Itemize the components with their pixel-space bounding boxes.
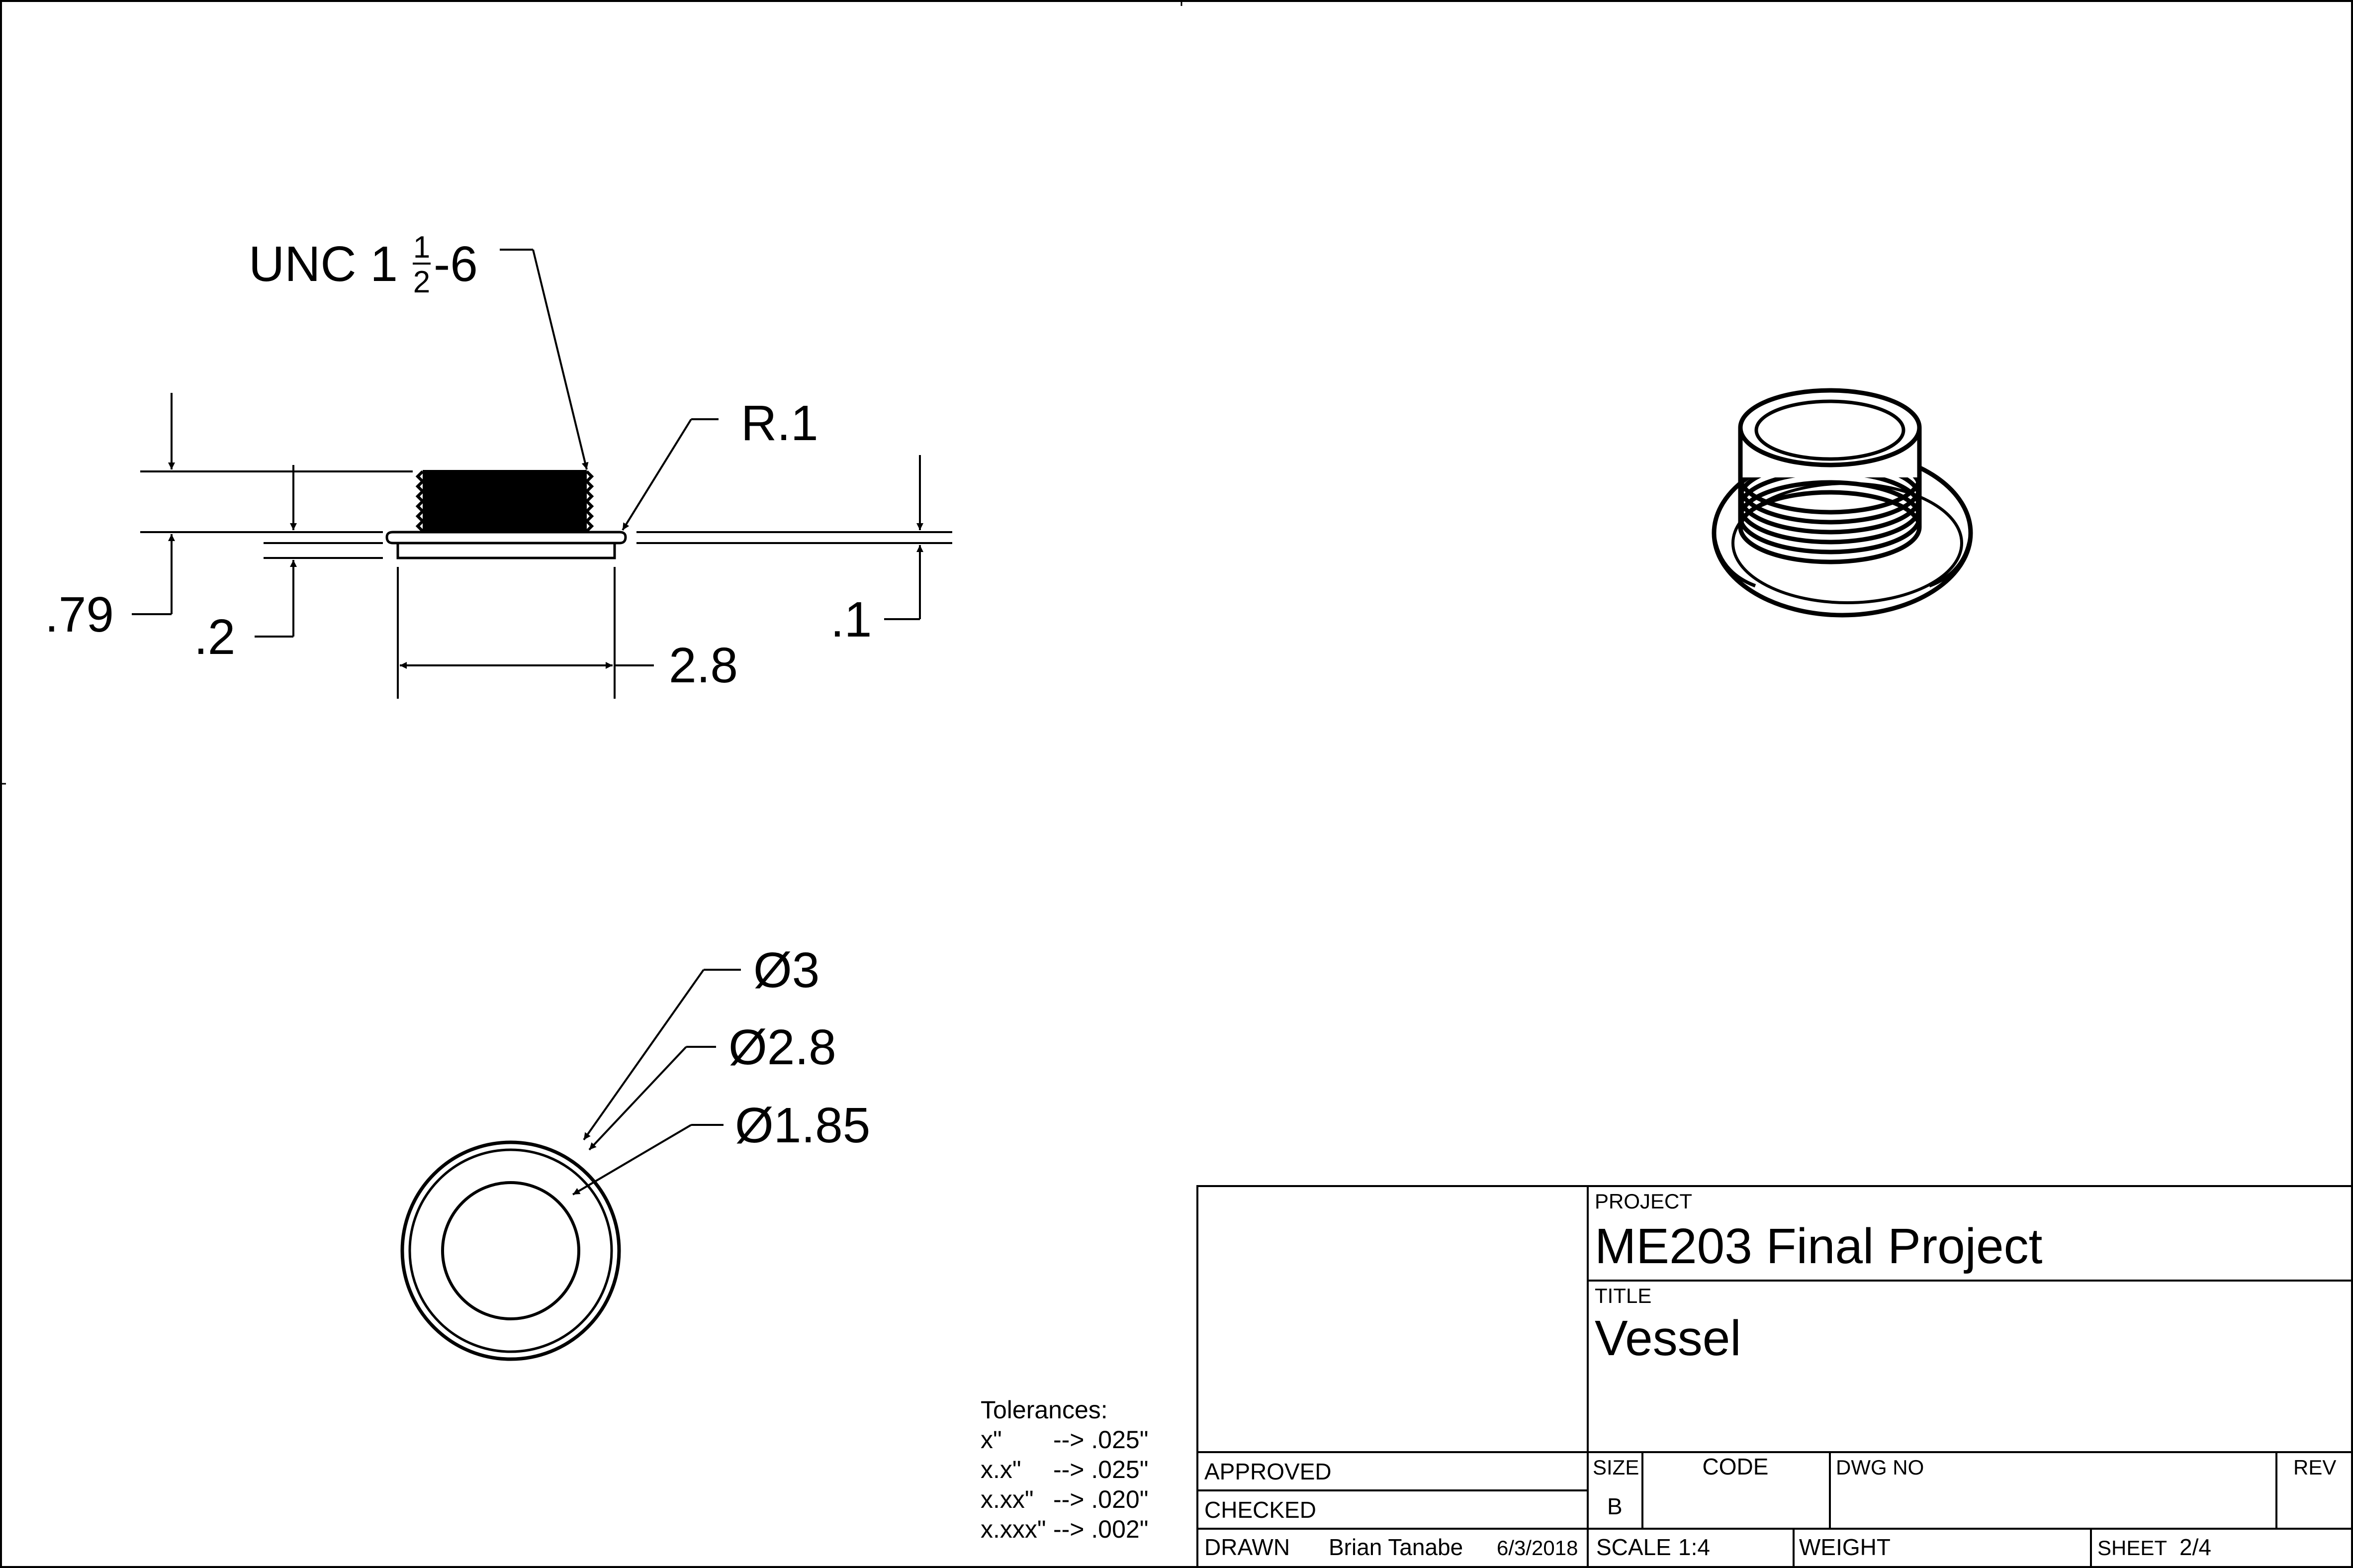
project-label: PROJECT (1595, 1190, 1692, 1213)
svg-text:x": x" (981, 1426, 1002, 1454)
drawn-by: Brian Tanabe (1329, 1534, 1463, 1560)
isometric-view (1712, 388, 1973, 618)
dim-flange-thickness (884, 455, 923, 620)
dim-total-height (132, 393, 175, 615)
flange-width-label: 2.8 (669, 638, 738, 693)
leader-flange-diameter (588, 1046, 716, 1151)
svg-text:--> .025": --> .025" (1053, 1456, 1148, 1483)
leader-outer-diameter (583, 969, 741, 1141)
svg-text:2: 2 (413, 265, 430, 299)
side-view (132, 249, 952, 699)
leader-thread (500, 249, 589, 470)
scale-value: 1:4 (1678, 1534, 1710, 1560)
flange-thickness-label: .1 (830, 592, 872, 647)
svg-text:UNC 1: UNC 1 (249, 236, 398, 292)
scale-label: SCALE (1596, 1534, 1671, 1560)
dim-thread-height (255, 465, 297, 638)
flange-diameter-label: Ø2.8 (728, 1019, 836, 1075)
flange-outline (385, 531, 627, 545)
approved-label: APPROVED (1204, 1459, 1332, 1484)
svg-text:--> .002": --> .002" (1053, 1515, 1148, 1543)
extension-lines (140, 470, 952, 699)
size-label: SIZE (1593, 1456, 1639, 1479)
drawn-label: DRAWN (1204, 1534, 1290, 1560)
sheet-value: 2/4 (2179, 1534, 2211, 1560)
total-height-label: .79 (45, 587, 114, 643)
thread-body (415, 470, 594, 533)
svg-text:Tolerances:: Tolerances: (981, 1396, 1108, 1424)
radius-label: R.1 (741, 395, 818, 451)
title-label: TITLE (1595, 1284, 1651, 1307)
dwg-no-label: DWG NO (1836, 1456, 1924, 1479)
leader-inner-diameter (572, 1124, 724, 1196)
title-block (1196, 1185, 2353, 1568)
top-view (400, 969, 741, 1361)
svg-text:--> .025": --> .025" (1053, 1426, 1148, 1454)
svg-text:--> .020": --> .020" (1053, 1485, 1148, 1513)
title-block-text: PROJECT ME203 Final Project TITLE Vessel… (1204, 1190, 2336, 1560)
svg-text:x.xx": x.xx" (981, 1485, 1034, 1513)
inner-diameter-label: Ø1.85 (735, 1098, 870, 1153)
leader-radius (622, 418, 719, 531)
code-label: CODE (1703, 1454, 1769, 1479)
drawing-title: Vessel (1595, 1310, 1741, 1366)
weight-label: WEIGHT (1799, 1534, 1891, 1560)
project-name: ME203 Final Project (1595, 1218, 2043, 1274)
flange-base (396, 542, 616, 559)
rev-label: REV (2293, 1456, 2336, 1479)
size-value: B (1607, 1493, 1623, 1519)
thread-callout: UNC 1 1 2 -6 (249, 230, 478, 299)
svg-text:1: 1 (413, 230, 430, 265)
drawn-date: 6/3/2018 (1497, 1536, 1578, 1560)
svg-text:x.xxx": x.xxx" (981, 1515, 1046, 1543)
sheet-label: SHEET (2097, 1536, 2167, 1560)
svg-text:x.x": x.x" (981, 1456, 1021, 1483)
tolerance-note: Tolerances: x" --> .025" x.x" --> .025" … (981, 1396, 1148, 1543)
checked-label: CHECKED (1204, 1497, 1316, 1523)
svg-text:-6: -6 (434, 236, 478, 292)
outer-diameter-label: Ø3 (753, 942, 819, 998)
thread-height-label: .2 (194, 609, 235, 665)
